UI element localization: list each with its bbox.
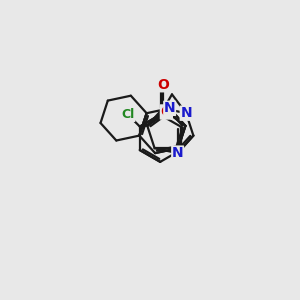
Text: N: N [180,106,192,120]
Text: O: O [157,78,169,92]
Text: N: N [164,101,176,115]
Text: Cl: Cl [122,108,135,122]
Text: O: O [160,105,172,119]
Text: N: N [172,146,183,160]
